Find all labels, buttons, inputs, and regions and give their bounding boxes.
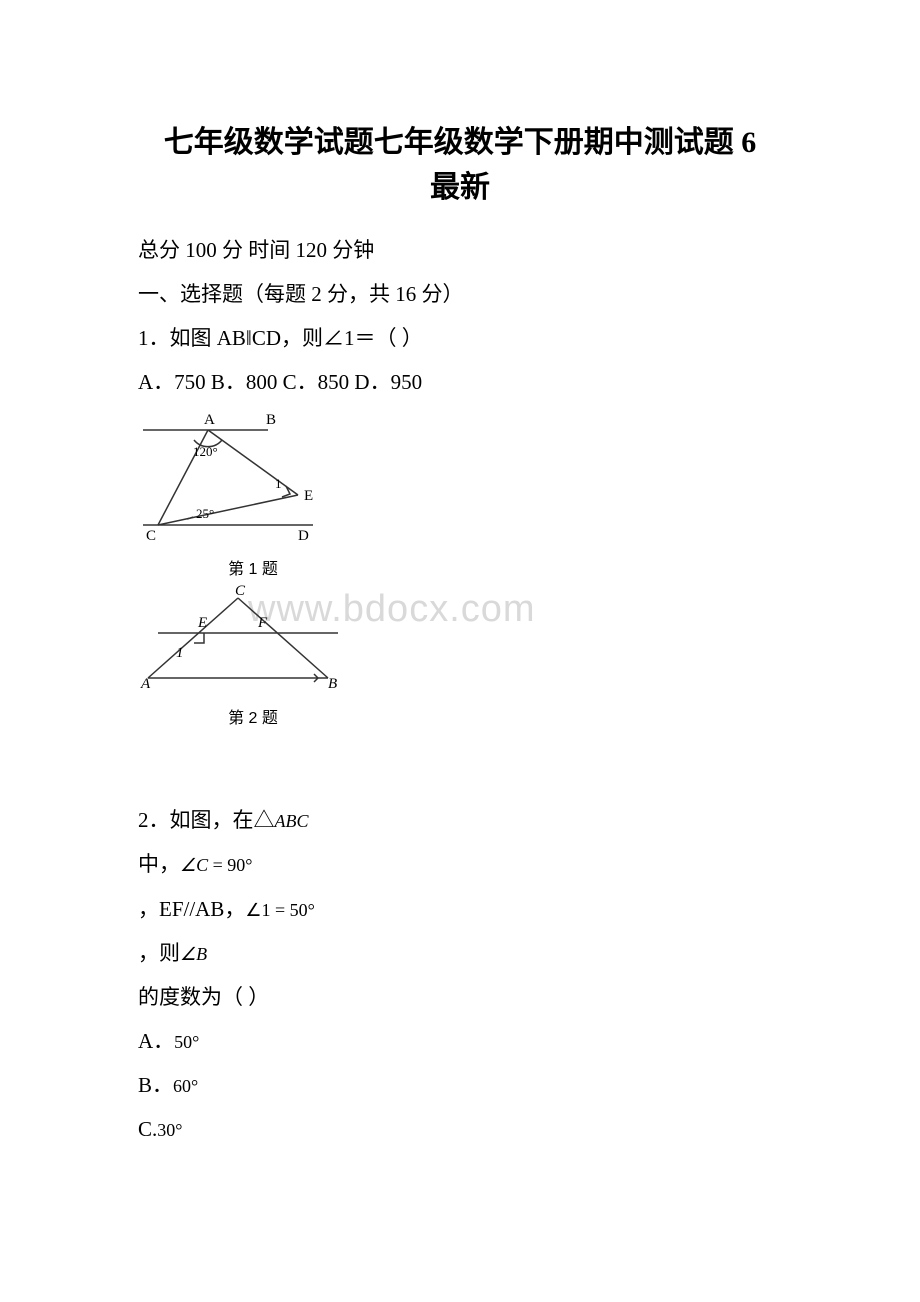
q2-l2-c: = 90° [208,855,252,875]
fig1-angle-1: 1 [275,476,282,491]
title-line-2: 最新 [430,171,490,204]
section-heading: 一、选择题（每题 2 分，共 16 分） [138,272,830,316]
document-page: 七年级数学试题七年级数学下册期中测试题 6 最新 总分 100 分 时间 120… [0,0,920,1211]
fig1-label-B: B [266,412,276,428]
title-line-1: 七年级数学试题七年级数学下册期中测试题 6 [164,126,757,159]
q2-optB-label: B． [138,1073,173,1097]
fig1-label-C: C [146,528,156,544]
fig1-angle-25: 25° [196,506,214,521]
fig2-label-B: B [328,676,337,692]
exam-meta: 总分 100 分 时间 120 分钟 [138,228,830,272]
q2-line1: 2．如图，在△ABC [138,798,830,842]
q2-line4: ，则∠B [138,931,830,975]
figure-2-caption: 第 2 题 [138,704,368,728]
figure-1: A B C D E 120° 25° 1 第 1 题 [138,410,368,579]
q2-optA-label: A． [138,1029,174,1053]
figure-1-svg: A B C D E 120° 25° 1 [138,410,368,550]
fig1-label-D: D [298,528,309,544]
q2-option-c: C.30° [138,1107,830,1151]
q2-option-a: A．50° [138,1019,830,1063]
fig2-label-C: C [235,583,246,599]
q2-optA-value: 50° [174,1032,199,1052]
fig2-label-E: E [197,615,207,631]
q2-optC-value: 30° [157,1120,182,1140]
q2-l3-a: ，EF//AB， [138,897,245,921]
q2-l4-b: ∠B [180,944,207,964]
fig1-label-E: E [304,488,313,504]
figure-1-caption: 第 1 题 [138,555,368,579]
q2-l1-a: 2．如图，在△ [138,808,275,832]
fig1-angle-120: 120° [193,444,218,459]
q2-line2: 中，∠C = 90° [138,842,830,886]
q2-l2-a: 中， [138,852,180,876]
q2-line5: 的度数为（ ） [138,975,830,1019]
spacer [90,728,830,798]
figure-2: www.bdocx.com C A B E F 1 [138,583,368,728]
fig2-label-A: A [140,676,151,692]
q2-option-b: B．60° [138,1063,830,1107]
q2-optC-label: C. [138,1117,157,1141]
q2-line3: ，EF//AB，∠1 = 50° [138,887,830,931]
q2-l2-b: ∠C [180,855,208,875]
q2-l1-b: ABC [275,811,309,831]
fig2-label-F: F [257,615,268,631]
page-title: 七年级数学试题七年级数学下册期中测试题 6 最新 [90,120,830,210]
fig1-label-A: A [204,412,215,428]
fig2-label-1: 1 [176,645,184,661]
q1-options: A．750 B．800 C．850 D．950 [138,360,830,404]
figure-2-svg: C A B E F 1 [138,583,368,693]
q2-l3-b: ∠1 = 50° [245,900,315,920]
q2-optB-value: 60° [173,1076,198,1096]
q2-l4-a: ，则 [138,941,180,965]
q1-text: 1．如图 AB‖CD，则∠1＝（ ） [138,316,830,360]
figures-block: A B C D E 120° 25° 1 第 1 题 www.bdocx.com [138,410,830,728]
